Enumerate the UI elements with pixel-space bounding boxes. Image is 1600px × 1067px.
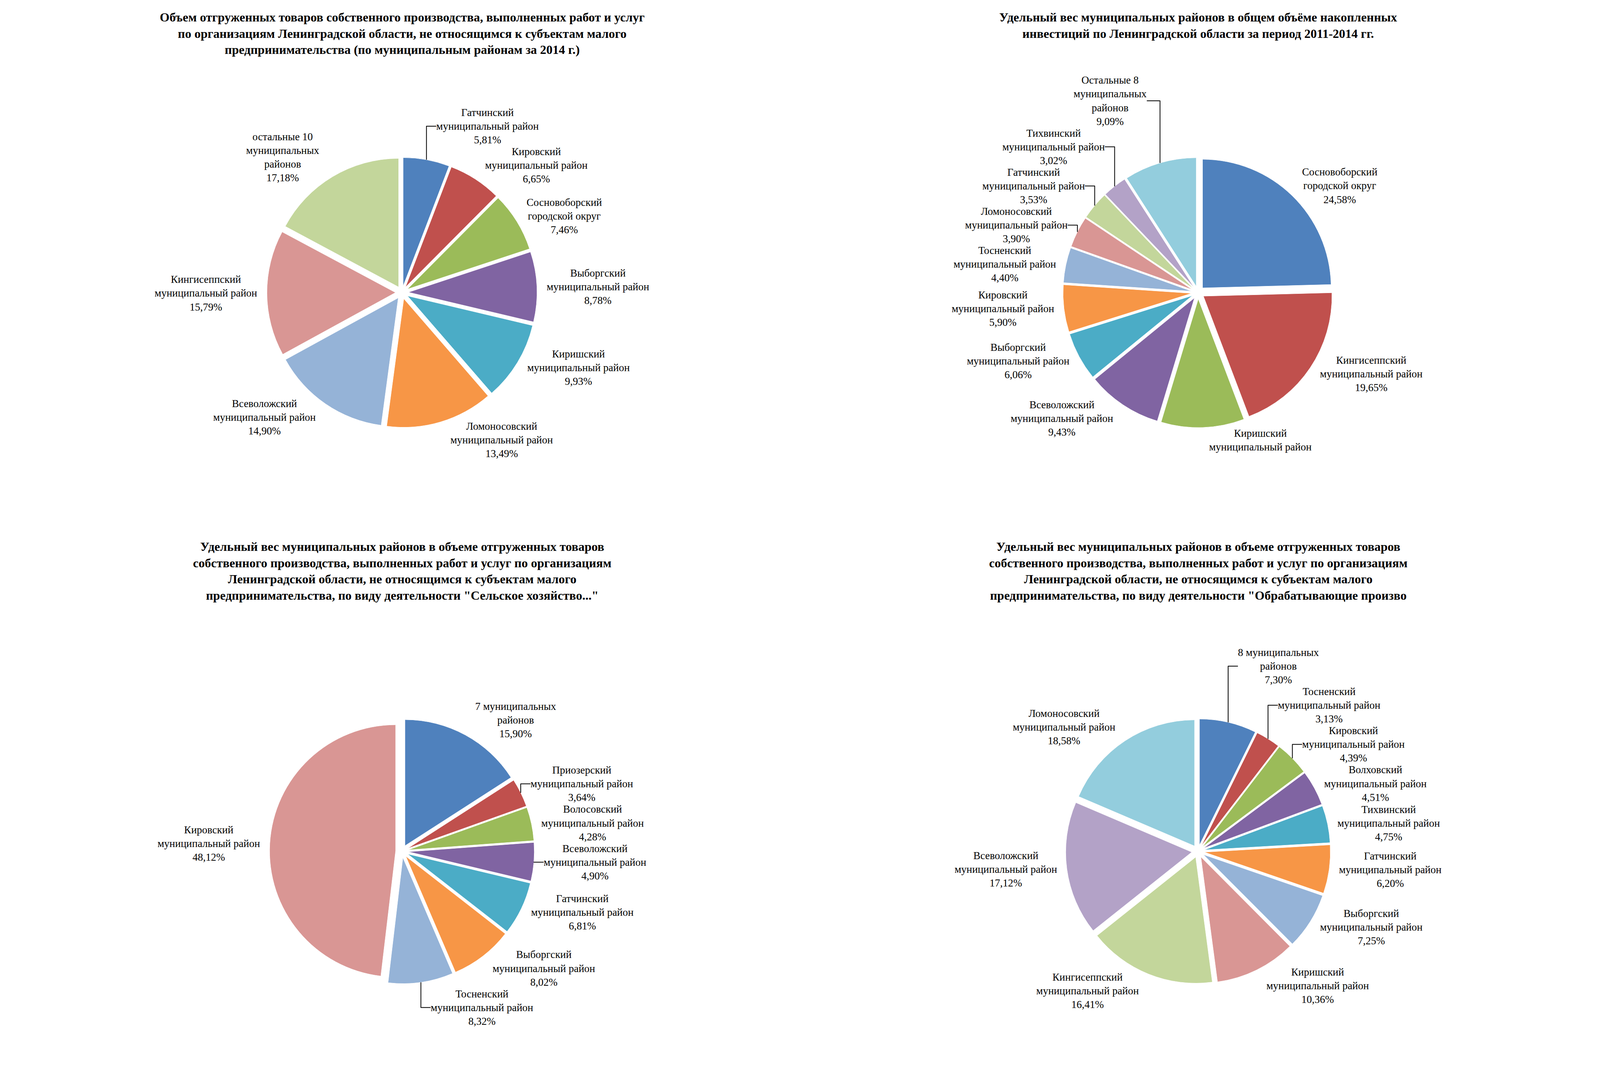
svg-text:Кировскиймуниципальный район6,: Кировскиймуниципальный район6,65% — [485, 145, 588, 185]
svg-text:8 муниципальныхрайонов7,30%: 8 муниципальныхрайонов7,30% — [1237, 646, 1320, 686]
svg-text:Кингисеппскиймуниципальный рай: Кингисеппскиймуниципальный район19,65% — [1319, 354, 1423, 394]
svg-text:Выборгскиймуниципальный район7: Выборгскиймуниципальный район7,25% — [1319, 907, 1423, 947]
svg-text:Сосновоборскийгородской округ2: Сосновоборскийгородской округ24,58% — [1301, 166, 1378, 206]
svg-text:Киришскиймуниципальный район9,: Киришскиймуниципальный район9,93% — [527, 348, 631, 388]
svg-text:Ломоносовскиймуниципальный рай: Ломоносовскиймуниципальный район18,58% — [1012, 707, 1116, 747]
svg-text:Тихвинскиймуниципальный район3: Тихвинскиймуниципальный район3,02% — [1002, 127, 1106, 167]
svg-text:Киришскиймуниципальный район10: Киришскиймуниципальный район10,36% — [1266, 966, 1370, 1006]
svg-text:Кировскиймуниципальный район48: Кировскиймуниципальный район48,12% — [157, 823, 261, 863]
svg-text:Волховскиймуниципальный район4: Волховскиймуниципальный район4,51% — [1324, 763, 1427, 803]
svg-text:Киришскиймуниципальный район: Киришскиймуниципальный район — [1208, 427, 1312, 453]
svg-text:Удельный вес муниципальных рай: Удельный вес муниципальных районов в объ… — [989, 539, 1408, 603]
svg-text:Гатчинскиймуниципальный район6: Гатчинскиймуниципальный район6,81% — [531, 892, 634, 932]
svg-text:Гатчинскиймуниципальный район3: Гатчинскиймуниципальный район3,53% — [982, 166, 1086, 206]
svg-text:Всеволожскиймуниципальный райо: Всеволожскиймуниципальный район14,90% — [213, 397, 317, 437]
svg-text:Тосненскиймуниципальный район4: Тосненскиймуниципальный район4,40% — [953, 244, 1057, 284]
svg-text:Ломоносовскиймуниципальный рай: Ломоносовскиймуниципальный район3,90% — [965, 205, 1068, 245]
svg-text:Остальные 8муниципальныхрайоно: Остальные 8муниципальныхрайонов9,09% — [1073, 74, 1147, 127]
svg-text:Гатчинскиймуниципальный район5: Гатчинскиймуниципальный район5,81% — [436, 106, 540, 146]
svg-text:Приозерскиймуниципальный район: Приозерскиймуниципальный район3,64% — [530, 764, 634, 804]
svg-text:Выборгскиймуниципальный район8: Выборгскиймуниципальный район8,02% — [492, 948, 596, 988]
svg-text:Выборгскиймуниципальный район6: Выборгскиймуниципальный район6,06% — [966, 341, 1070, 381]
svg-text:Тосненскиймуниципальный район3: Тосненскиймуниципальный район3,13% — [1277, 685, 1381, 725]
svg-text:Тихвинскиймуниципальный район4: Тихвинскиймуниципальный район4,75% — [1337, 803, 1441, 843]
svg-text:Всеволожскиймуниципальный райо: Всеволожскиймуниципальный район17,12% — [954, 849, 1058, 889]
svg-text:Гатчинскиймуниципальный район6: Гатчинскиймуниципальный район6,20% — [1339, 850, 1442, 890]
svg-text:Удельный вес муниципальных рай: Удельный вес муниципальных районов в объ… — [192, 539, 612, 603]
svg-text:7 муниципальныхрайонов15,90%: 7 муниципальныхрайонов15,90% — [475, 700, 557, 740]
svg-text:Выборгскиймуниципальный район8: Выборгскиймуниципальный район8,78% — [546, 267, 650, 307]
svg-text:Сосновоборскийгородской округ7: Сосновоборскийгородской округ7,46% — [526, 196, 602, 236]
svg-text:Кировскиймуниципальный район4,: Кировскиймуниципальный район4,39% — [1302, 724, 1406, 764]
svg-text:Кингисеппскиймуниципальный рай: Кингисеппскиймуниципальный район15,79% — [154, 273, 258, 313]
svg-text:Кировскиймуниципальный район5,: Кировскиймуниципальный район5,90% — [951, 289, 1055, 329]
svg-text:Всеволожскиймуниципальный райо: Всеволожскиймуниципальный район4,90% — [543, 842, 647, 882]
svg-text:Объем отгруженных товаров собс: Объем отгруженных товаров собственного п… — [159, 10, 645, 57]
svg-text:Удельный вес муниципальных рай: Удельный вес муниципальных районов в общ… — [999, 10, 1398, 41]
svg-text:Ломоносовскиймуниципальный рай: Ломоносовскиймуниципальный район13,49% — [450, 420, 554, 460]
svg-text:Всеволожскиймуниципальный райо: Всеволожскиймуниципальный район9,43% — [1010, 398, 1114, 438]
svg-text:Кингисеппскиймуниципальный рай: Кингисеппскиймуниципальный район16,41% — [1036, 971, 1140, 1011]
svg-text:Волосовскиймуниципальный район: Волосовскиймуниципальный район4,28% — [541, 803, 645, 843]
svg-text:остальные 10муниципальныхрайон: остальные 10муниципальныхрайонов17,18% — [246, 130, 320, 184]
svg-text:Тосненскиймуниципальный район8: Тосненскиймуниципальный район8,32% — [430, 987, 534, 1027]
